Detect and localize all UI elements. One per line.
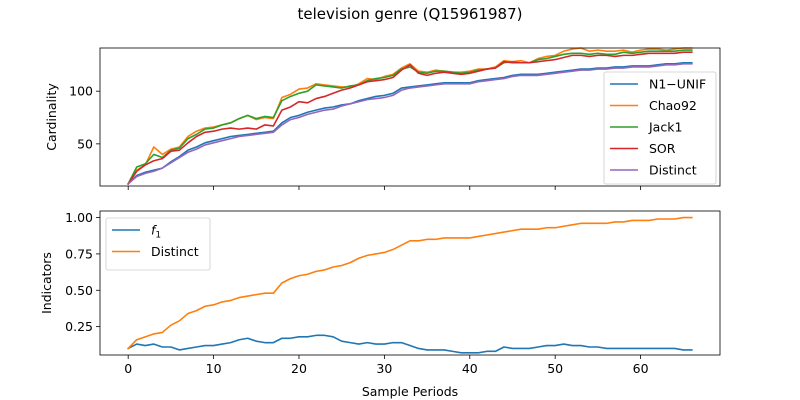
chart-title: television genre (Q15961987) — [298, 5, 523, 23]
x-tick-label-60: 60 — [633, 361, 649, 376]
bottom-y-axis-label: Indicators — [39, 252, 54, 314]
series-line-sor-top — [127, 51, 693, 186]
bottom-legend-label-distinct: Distinct — [151, 244, 199, 259]
x-tick-label-0: 0 — [124, 361, 132, 376]
top-legend-box — [603, 71, 717, 185]
bottom-legend-box — [105, 217, 211, 271]
series-line-n1-unif-top — [127, 61, 693, 186]
top-legend-label-chao92: Chao92 — [649, 98, 697, 113]
top-legend-label-sor: SOR — [649, 141, 676, 156]
series-line-jack1-top — [127, 49, 693, 185]
x-tick-label-20: 20 — [291, 361, 307, 376]
bottom-legend-label-f1: f1 — [151, 223, 161, 241]
x-tick-label-10: 10 — [206, 361, 222, 376]
top-legend: N1−UNIF Chao92 Jack1 SOR Distinct — [603, 71, 717, 185]
bottom-y-tick-label-1-00: 1.00 — [65, 210, 93, 225]
top-y-tick-label-50: 50 — [77, 136, 93, 151]
bottom-y-tick-label-0-50: 0.50 — [65, 283, 93, 298]
bottom-legend: f1 Distinct — [105, 217, 211, 271]
cardinality-panel: 50 100 Cardinality N1−UNIF Chao92 Jack1 SOR Dis… — [44, 47, 721, 190]
top-legend-label-distinct: Distinct — [649, 163, 697, 178]
top-y-axis-label: Cardinality — [44, 83, 59, 151]
top-y-tick-label-100: 100 — [69, 84, 93, 99]
indicators-panel: 0 10 20 30 40 50 60 0.25 0.50 0.75 1.00 Indicators f… — [39, 210, 721, 376]
series-line-distinct-bottom — [127, 216, 693, 350]
top-legend-label-jack1: Jack1 — [648, 120, 682, 135]
series-line-f1-bottom — [127, 334, 693, 354]
bottom-axes-frame — [99, 210, 721, 356]
x-tick-label-50: 50 — [547, 361, 563, 376]
top-axes-frame — [99, 47, 721, 187]
x-axis-label: Sample Periods — [362, 384, 458, 399]
bottom-y-tick-label-0-75: 0.75 — [65, 246, 93, 261]
bottom-y-tick-label-0-25: 0.25 — [65, 319, 93, 334]
x-tick-label-30: 30 — [376, 361, 392, 376]
series-line-distinct-top — [127, 62, 693, 186]
x-tick-label-40: 40 — [462, 361, 478, 376]
top-legend-label-n1-unif: N1−UNIF — [649, 77, 706, 92]
